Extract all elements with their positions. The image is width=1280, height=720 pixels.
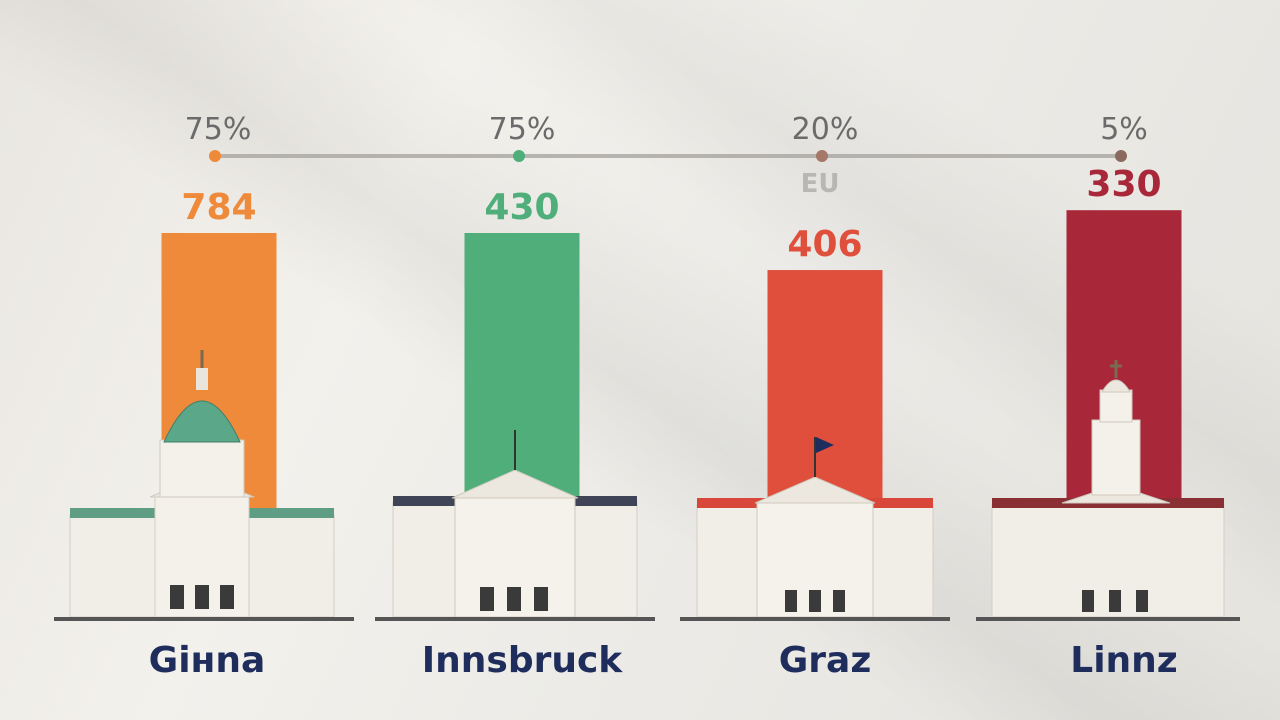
columned-building-with-flag-icon — [375, 430, 655, 621]
percentage-label-2: 20% — [792, 112, 859, 147]
value-label-0: 784 — [181, 187, 256, 228]
category-label-2: Graz — [779, 640, 872, 681]
timeline-marker-0 — [209, 150, 221, 162]
columned-building-with-flag-icon — [680, 437, 950, 621]
timeline-marker-3 — [1115, 150, 1127, 162]
buildings — [54, 350, 1240, 621]
value-label-3: 330 — [1086, 164, 1161, 205]
percentage-label-1: 75% — [489, 112, 556, 147]
bar-2 — [767, 270, 883, 518]
domed-parliament-building-icon — [54, 350, 354, 621]
category-label-0: Gінna — [149, 640, 266, 681]
percentage-label-0: 75% — [185, 112, 252, 147]
category-label-3: Linnz — [1070, 640, 1178, 681]
timeline-marker-1 — [513, 150, 525, 162]
bar-1 — [464, 233, 580, 518]
tower-building-icon — [976, 360, 1240, 621]
value-label-2: 406 — [787, 224, 862, 265]
timeline-marker-2 — [816, 150, 828, 162]
value-label-1: 430 — [484, 187, 559, 228]
percentage-label-3: 5% — [1100, 112, 1148, 147]
eu-annotation: EU — [801, 169, 840, 199]
category-label-1: Innsbruck — [422, 640, 624, 681]
